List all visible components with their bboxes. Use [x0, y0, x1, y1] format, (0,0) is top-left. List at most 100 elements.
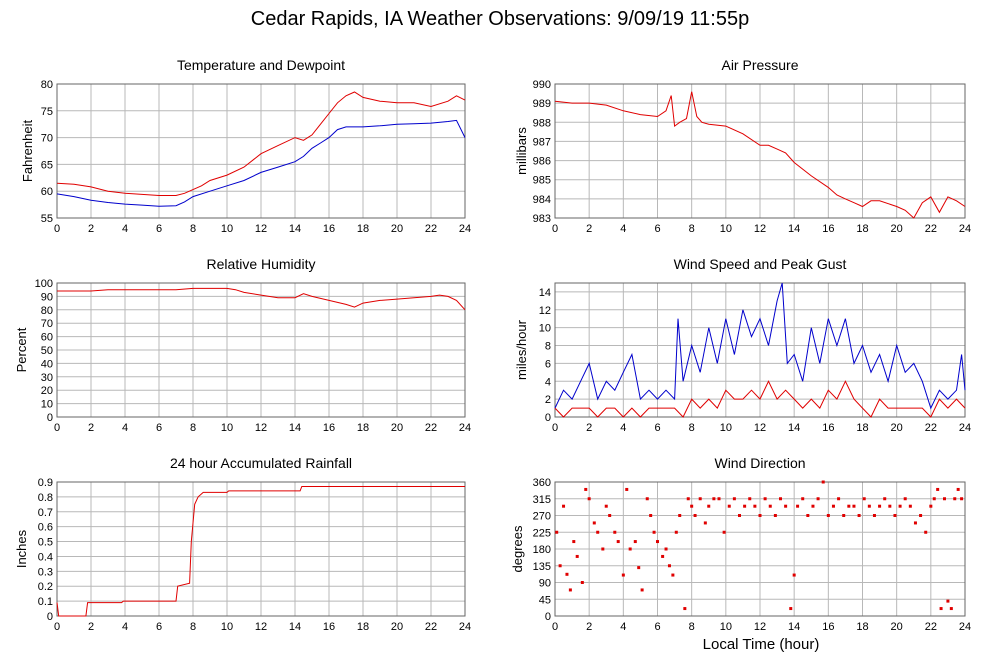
data-point — [943, 497, 946, 501]
y-tick-label: 360 — [533, 477, 551, 489]
x-tick-label: 22 — [925, 621, 937, 633]
x-tick-label: 4 — [620, 223, 626, 235]
plot-frame — [56, 282, 466, 418]
x-tick-label: 16 — [323, 223, 335, 235]
x-tick-label: 2 — [88, 223, 94, 235]
data-point — [842, 514, 846, 517]
data-point — [939, 607, 943, 611]
y-tick-label: 983 — [533, 213, 551, 225]
data-point — [568, 588, 572, 592]
series-line-0 — [56, 486, 465, 617]
data-point — [956, 487, 960, 491]
y-axis-label: Inches — [14, 529, 29, 568]
data-point — [717, 497, 721, 501]
y-tick-label: 6 — [545, 358, 551, 370]
data-point — [758, 514, 762, 517]
y-tick-label: 60 — [41, 332, 53, 344]
chart-title: Wind Direction — [714, 455, 805, 471]
y-tick-label: 2 — [545, 394, 551, 406]
x-tick-label: 14 — [788, 621, 800, 633]
series-line-0 — [57, 287, 466, 311]
y-tick-label: 80 — [41, 305, 53, 317]
x-tick-label: 8 — [689, 621, 695, 633]
x-tick-label: 2 — [586, 422, 592, 434]
data-point — [625, 487, 629, 491]
x-tick-label: 16 — [822, 223, 834, 235]
x-tick-label: 12 — [255, 621, 267, 633]
data-point — [572, 540, 576, 544]
x-tick-label: 0 — [552, 621, 558, 633]
y-tick-label: 0.5 — [38, 537, 53, 549]
y-tick-label: 20 — [41, 385, 53, 397]
x-tick-label: 6 — [156, 621, 162, 633]
y-tick-label: 30 — [41, 372, 53, 384]
y-tick-label: 50 — [41, 345, 53, 357]
x-tick-label: 22 — [925, 422, 937, 434]
data-point — [712, 497, 716, 501]
x-tick-label: 20 — [391, 422, 403, 434]
y-tick-label: 987 — [533, 136, 551, 148]
data-point — [753, 504, 757, 508]
data-point — [862, 497, 866, 501]
x-tick-label: 0 — [54, 422, 60, 434]
x-tick-label: 22 — [925, 223, 937, 235]
y-tick-label: 100 — [35, 278, 53, 290]
x-tick-label: 0 — [552, 223, 558, 235]
x-tick-label: 8 — [689, 422, 695, 434]
data-point — [674, 530, 678, 534]
y-tick-label: 12 — [539, 305, 551, 317]
x-tick-label: 24 — [959, 621, 971, 633]
page-title: Cedar Rapids, IA Weather Observations: 9… — [250, 8, 750, 30]
data-point — [878, 504, 882, 508]
data-point — [649, 514, 653, 517]
y-tick-label: 0.7 — [38, 507, 53, 519]
data-point — [888, 504, 892, 508]
data-point — [826, 514, 830, 517]
data-point — [852, 504, 856, 508]
data-point — [722, 530, 726, 534]
y-tick-label: 0.1 — [38, 596, 53, 608]
x-tick-label: 10 — [221, 223, 233, 235]
data-point — [683, 607, 687, 611]
y-tick-label: 10 — [41, 399, 53, 411]
x-tick-label: 24 — [459, 422, 471, 434]
data-point — [671, 573, 675, 577]
x-tick-label: 2 — [88, 422, 94, 434]
y-tick-label: 70 — [41, 133, 53, 145]
x-tick-label: 4 — [122, 223, 128, 235]
x-tick-label: 20 — [391, 223, 403, 235]
y-tick-label: 0.9 — [38, 477, 53, 489]
x-tick-label: 10 — [221, 621, 233, 633]
x-tick-label: 6 — [156, 223, 162, 235]
data-point — [919, 514, 923, 517]
data-point — [792, 573, 796, 577]
data-point — [596, 530, 600, 534]
y-tick-label: 0.3 — [38, 566, 53, 578]
data-point — [847, 504, 851, 508]
y-tick-label: 0.6 — [38, 522, 53, 534]
x-tick-label: 20 — [891, 223, 903, 235]
y-tick-label: 0 — [545, 412, 551, 424]
y-tick-label: 989 — [533, 98, 551, 110]
x-tick-label: 8 — [190, 422, 196, 434]
x-tick-label: 14 — [289, 422, 301, 434]
x-tick-label: 10 — [720, 621, 732, 633]
data-point — [743, 504, 747, 508]
x-tick-label: 4 — [122, 422, 128, 434]
plot-frame — [554, 83, 966, 219]
data-point — [678, 514, 682, 517]
data-point — [796, 504, 800, 508]
data-point — [867, 504, 871, 508]
data-point — [580, 581, 584, 584]
data-point — [693, 514, 697, 517]
data-point — [645, 497, 649, 501]
data-point — [811, 504, 815, 508]
x-tick-label: 18 — [357, 621, 369, 633]
x-tick-label: 14 — [289, 223, 301, 235]
x-tick-label: 2 — [88, 621, 94, 633]
x-tick-label: 20 — [891, 621, 903, 633]
data-point — [604, 504, 608, 508]
x-tick-label: 12 — [754, 621, 766, 633]
x-tick-label: 6 — [654, 621, 660, 633]
x-tick-label: 8 — [190, 621, 196, 633]
